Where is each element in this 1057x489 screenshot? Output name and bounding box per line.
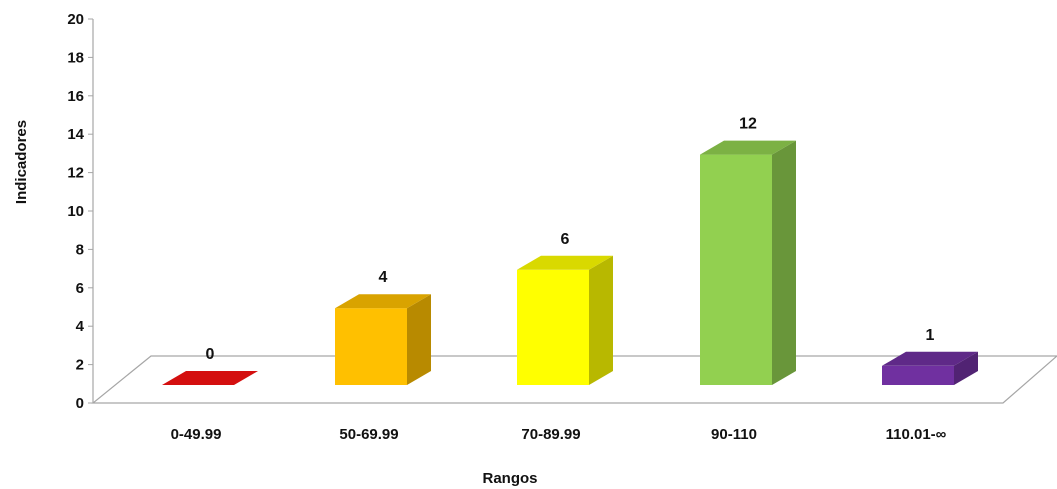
y-tick-label: 2 xyxy=(76,357,84,374)
bar-side-face xyxy=(772,140,796,385)
bar-front-face xyxy=(882,365,954,385)
data-label: 0 xyxy=(206,346,215,363)
data-label: 4 xyxy=(379,269,388,286)
y-tick-label: 10 xyxy=(67,203,84,220)
bar xyxy=(700,140,796,385)
bar-front-face xyxy=(700,154,772,385)
y-tick-label: 14 xyxy=(67,126,84,143)
x-tick-label: 50-69.99 xyxy=(339,426,398,443)
x-axis-title: Rangos xyxy=(482,470,537,487)
y-tick-label: 4 xyxy=(76,318,85,335)
x-tick-label: 70-89.99 xyxy=(521,426,580,443)
x-tick-label: 0-49.99 xyxy=(171,426,222,443)
bar-top-face xyxy=(517,255,613,270)
data-label: 12 xyxy=(739,116,757,133)
bar xyxy=(335,294,431,385)
x-tick-label: 90-110 xyxy=(711,426,757,443)
bar xyxy=(162,371,258,385)
bar-top-face xyxy=(335,294,431,309)
bar-top-face xyxy=(162,371,258,385)
y-tick-label: 0 xyxy=(76,395,84,412)
bar-top-face xyxy=(700,140,796,155)
data-label: 1 xyxy=(926,327,935,344)
y-tick-label: 16 xyxy=(67,88,84,105)
y-axis-title: Indicadores xyxy=(13,120,30,204)
bar-side-face xyxy=(954,351,978,385)
bar-front-face xyxy=(517,269,589,385)
data-label: 6 xyxy=(561,231,570,248)
bar xyxy=(517,255,613,385)
bar xyxy=(882,351,978,385)
bar-top-face xyxy=(882,351,978,366)
bar-side-face xyxy=(589,255,613,385)
y-tick-label: 6 xyxy=(76,280,84,297)
x-tick-label: 110.01-∞ xyxy=(886,426,947,443)
y-tick-label: 20 xyxy=(67,11,84,28)
y-tick-label: 8 xyxy=(76,241,84,258)
bar-front-face xyxy=(335,308,407,385)
bar-side-face xyxy=(407,294,431,385)
y-tick-label: 18 xyxy=(67,49,84,66)
y-tick-label: 12 xyxy=(67,165,84,182)
